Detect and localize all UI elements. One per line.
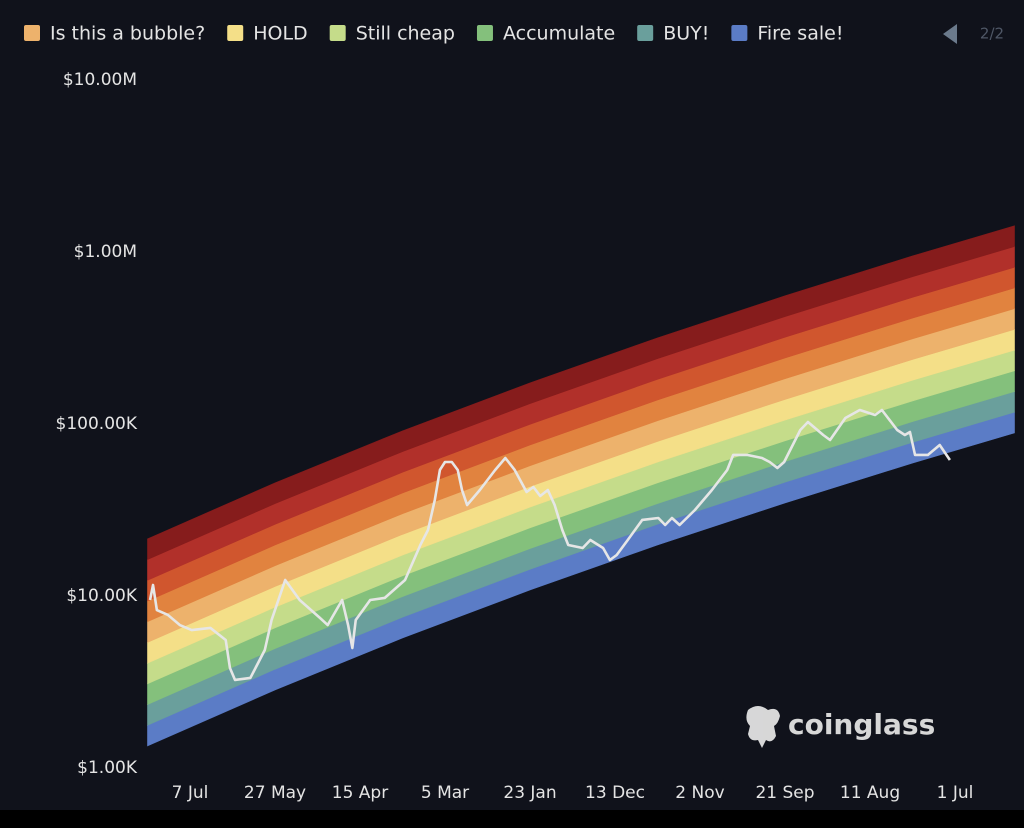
- legend-label: Fire sale!: [757, 23, 843, 45]
- x-tick-label: 7 Jul: [172, 783, 209, 803]
- x-tick-label: 2 Nov: [675, 783, 724, 803]
- legend-label: Is this a bubble?: [50, 23, 205, 45]
- legend-page: 2/2: [980, 25, 1004, 43]
- axes: $1.00K $10.00K $100.00K $1.00M $10.00M 7 Jul 2…: [56, 70, 974, 803]
- legend-label: Still cheap: [356, 23, 455, 45]
- legend-label: Accumulate: [503, 23, 615, 45]
- legend-swatch: [24, 25, 40, 41]
- y-tick-label: $1.00M: [74, 242, 137, 262]
- legend-swatch: [637, 25, 654, 41]
- lines: [148, 408, 951, 682]
- legend-swatch: [329, 25, 346, 41]
- bands: [147, 225, 1015, 747]
- x-tick-label: 5 Mar: [421, 783, 469, 803]
- x-tick-label: 13 Dec: [585, 783, 645, 803]
- x-tick-label: 11 Aug: [840, 783, 900, 803]
- legend-label: BUY!: [663, 23, 709, 45]
- legend-swatch: [227, 25, 244, 41]
- rainbow-band: [147, 225, 1015, 561]
- watermark-logo: [746, 706, 780, 748]
- legend-swatch: [476, 25, 493, 41]
- legend: 2/2 Is this a bubble? HOLD Still cheap Accu…: [24, 23, 1004, 45]
- y-tick-label: $100.00K: [56, 414, 138, 434]
- y-tick-label: $10.00M: [63, 70, 137, 90]
- price-line: [148, 408, 951, 682]
- x-tick-label: 1 Jul: [937, 783, 974, 803]
- x-tick-label: 21 Sep: [755, 783, 814, 803]
- x-tick-label: 15 Apr: [332, 783, 388, 803]
- y-tick-label: $10.00K: [66, 586, 137, 606]
- x-tick-label: 23 Jan: [503, 783, 556, 803]
- legend-label: HOLD: [253, 23, 307, 45]
- y-tick-label: $1.00K: [77, 758, 138, 778]
- legend-swatch: [731, 25, 748, 41]
- watermark-text: coinglass: [788, 708, 935, 741]
- legend-prev-arrow[interactable]: [943, 24, 957, 44]
- bottom-strip: [0, 810, 1024, 828]
- x-tick-label: 27 May: [244, 783, 306, 803]
- watermark: coinglass: [746, 706, 935, 748]
